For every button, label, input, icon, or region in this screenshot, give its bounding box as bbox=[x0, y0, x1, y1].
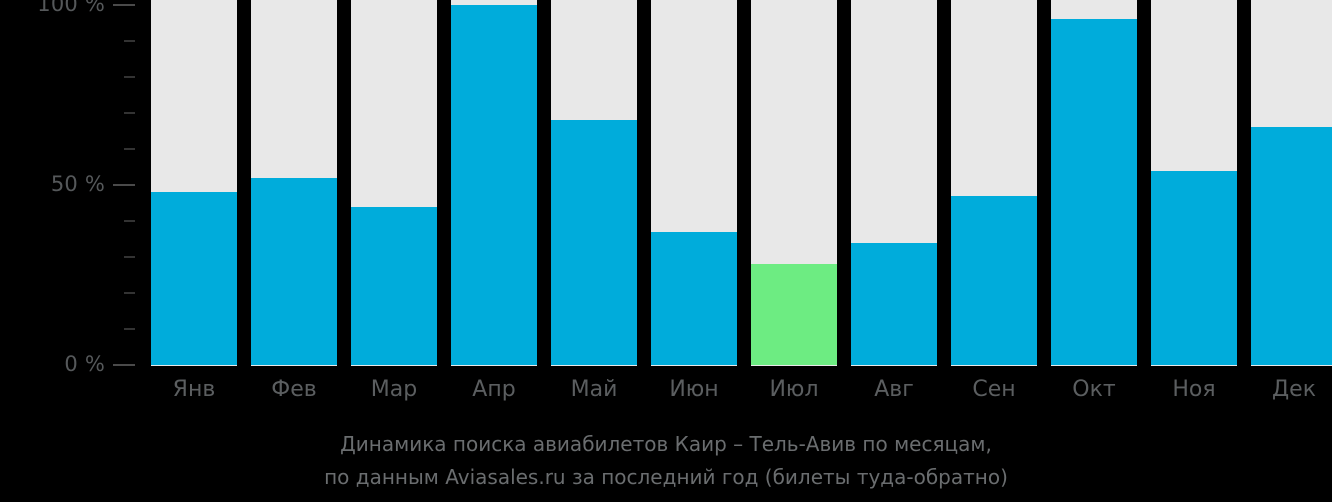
bar-column[interactable] bbox=[1051, 0, 1137, 366]
bars-container bbox=[151, 0, 1332, 366]
y-axis: 100 % 50 % 0 % bbox=[0, 0, 145, 376]
bar-column[interactable] bbox=[751, 0, 837, 366]
x-axis-label: Июл bbox=[769, 377, 819, 402]
bar-column[interactable] bbox=[1251, 0, 1332, 366]
x-axis-label: Фев bbox=[271, 377, 317, 402]
bar-value[interactable] bbox=[951, 195, 1037, 365]
y-axis-tick-mark bbox=[124, 292, 135, 294]
x-axis-label: Сен bbox=[972, 377, 1016, 402]
y-axis-tick-mark bbox=[113, 364, 135, 366]
bar-value[interactable] bbox=[251, 177, 337, 365]
x-axis-label: Ноя bbox=[1172, 377, 1216, 402]
caption-line-2: по данным Aviasales.ru за последний год … bbox=[324, 465, 1008, 489]
bar-column[interactable] bbox=[551, 0, 637, 366]
bar-value[interactable] bbox=[751, 264, 837, 365]
bar-column[interactable] bbox=[151, 0, 237, 366]
bar-value[interactable] bbox=[1051, 19, 1137, 365]
bar-value[interactable] bbox=[851, 242, 937, 365]
y-axis-tick-mark bbox=[124, 148, 135, 150]
y-axis-tick-label: 100 % bbox=[37, 0, 105, 16]
y-axis-tick-mark bbox=[124, 40, 135, 42]
plot-area: 100 % 50 % 0 % bbox=[0, 0, 1332, 376]
bar-value[interactable] bbox=[1151, 170, 1237, 365]
bar-value[interactable] bbox=[1251, 127, 1332, 365]
bar-column[interactable] bbox=[451, 0, 537, 366]
x-axis-label: Окт bbox=[1072, 377, 1116, 402]
bar-value[interactable] bbox=[351, 206, 437, 365]
y-axis-tick-label: 0 % bbox=[64, 352, 105, 376]
x-axis-label: Апр bbox=[472, 377, 516, 402]
bar-column[interactable] bbox=[951, 0, 1037, 366]
x-axis-label: Авг bbox=[874, 377, 914, 402]
bar-column[interactable] bbox=[351, 0, 437, 366]
x-axis: Янв Фев Мар Апр Май Июн Июл Авг Сен Окт Ноя Дек bbox=[0, 372, 1332, 414]
x-axis-label: Янв bbox=[172, 377, 216, 402]
chart-caption: Динамика поиска авиабилетов Каир – Тель-… bbox=[0, 428, 1332, 494]
y-axis-tick-mark bbox=[124, 220, 135, 222]
x-axis-label: Май bbox=[570, 377, 618, 402]
y-axis-tick-label: 50 % bbox=[50, 172, 105, 196]
bar-value[interactable] bbox=[451, 5, 537, 365]
y-axis-tick-mark bbox=[124, 328, 135, 330]
x-axis-label: Июн bbox=[669, 377, 719, 402]
x-axis-label: Мар bbox=[370, 377, 418, 402]
bar-column[interactable] bbox=[251, 0, 337, 366]
y-axis-tick-mark bbox=[113, 184, 135, 186]
bar-column[interactable] bbox=[1151, 0, 1237, 366]
bar-column[interactable] bbox=[651, 0, 737, 366]
bar-value[interactable] bbox=[651, 231, 737, 365]
x-axis-label: Дек bbox=[1271, 377, 1316, 402]
bar-value[interactable] bbox=[151, 192, 237, 365]
y-axis-tick-mark bbox=[124, 256, 135, 258]
bar-column[interactable] bbox=[851, 0, 937, 366]
y-axis-tick-mark bbox=[113, 4, 135, 6]
y-axis-tick-mark bbox=[124, 76, 135, 78]
y-axis-tick-mark bbox=[124, 112, 135, 114]
bar-value[interactable] bbox=[551, 120, 637, 365]
caption-line-1: Динамика поиска авиабилетов Каир – Тель-… bbox=[340, 432, 992, 456]
